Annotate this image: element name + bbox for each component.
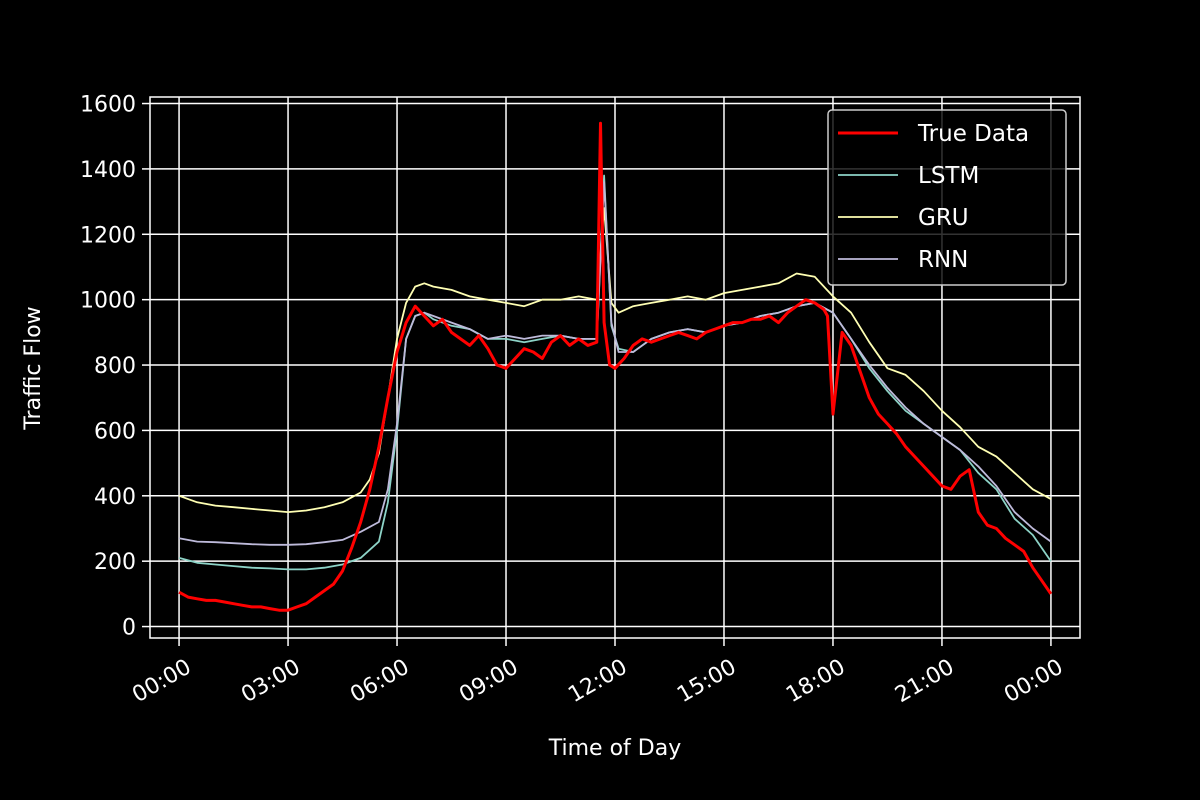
x-axis-label: Time of Day	[548, 736, 681, 761]
legend-label: GRU	[918, 205, 969, 231]
y-axis-ticks: 0 200 400 600 800 1000 1200 1400 1600	[80, 93, 150, 641]
y-tick-label: 200	[94, 550, 136, 575]
series-line-rnn	[178, 181, 1052, 546]
y-tick-label: 800	[94, 354, 136, 379]
y-tick-label: 0	[122, 616, 136, 641]
y-tick-label: 1000	[80, 289, 136, 314]
legend-label: LSTM	[918, 163, 979, 189]
y-tick-label: 1400	[80, 158, 136, 183]
y-tick-label: 1600	[80, 93, 136, 118]
series-line-true-data	[178, 121, 1053, 612]
legend-label: RNN	[918, 247, 968, 273]
y-tick-label: 600	[94, 419, 136, 444]
y-tick-label: 400	[94, 485, 136, 510]
legend-items: True Data LSTM GRU RNN	[838, 121, 1029, 273]
legend-box	[827, 109, 1067, 286]
y-tick-label: 1200	[80, 223, 136, 248]
series-lines	[178, 121, 1053, 612]
y-axis-label: Traffic Flow	[21, 306, 46, 430]
legend: True Data LSTM GRU RNN	[827, 109, 1067, 286]
legend-label: True Data	[917, 121, 1029, 147]
